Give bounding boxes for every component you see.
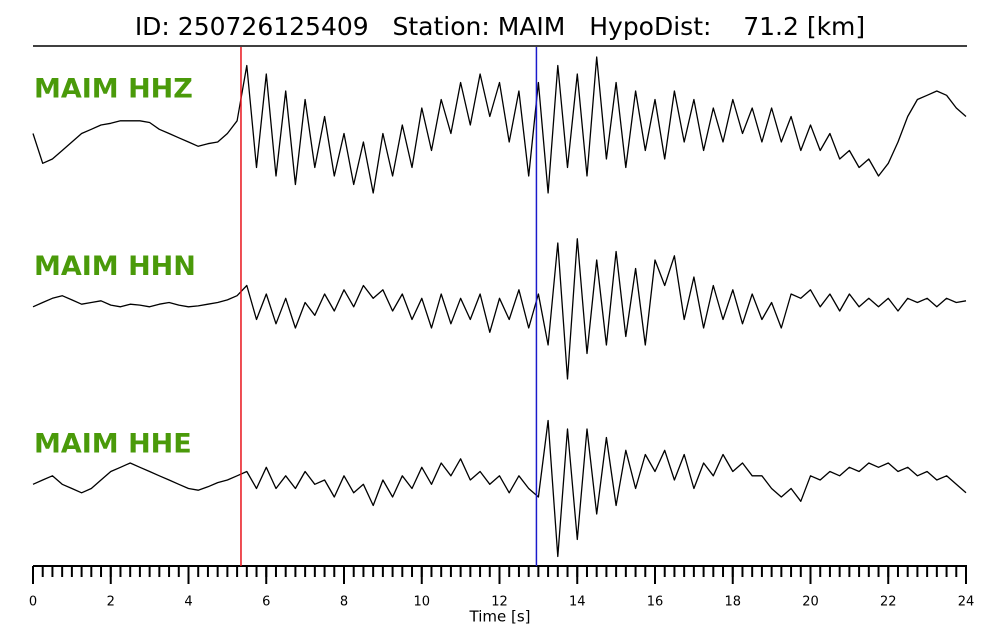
trace-label: MAIM HHZ	[34, 74, 193, 105]
x-tick-label: 0	[29, 595, 37, 610]
trace-label: MAIM HHE	[34, 429, 192, 460]
x-tick-label: 10	[413, 595, 430, 610]
x-tick-label: 12	[491, 595, 508, 610]
x-tick-label: 2	[107, 595, 115, 610]
waveform	[32, 56, 967, 194]
x-tick-label: 22	[880, 595, 897, 610]
waveform	[32, 419, 967, 558]
x-tick-label: 6	[262, 595, 270, 610]
chart-title: ID: 250726125409 Station: MAIM HypoDist:…	[135, 12, 865, 41]
x-tick-label: 4	[184, 595, 192, 610]
x-tick-label: 20	[802, 595, 819, 610]
x-axis-label: Time [s]	[469, 608, 531, 626]
x-tick-label: 14	[569, 595, 586, 610]
trace-label: MAIM HHN	[34, 251, 196, 282]
x-tick-label: 24	[958, 595, 975, 610]
x-tick-label: 8	[340, 595, 348, 610]
x-tick-label: 16	[647, 595, 664, 610]
x-tick-label: 18	[724, 595, 741, 610]
waveform	[32, 238, 967, 380]
